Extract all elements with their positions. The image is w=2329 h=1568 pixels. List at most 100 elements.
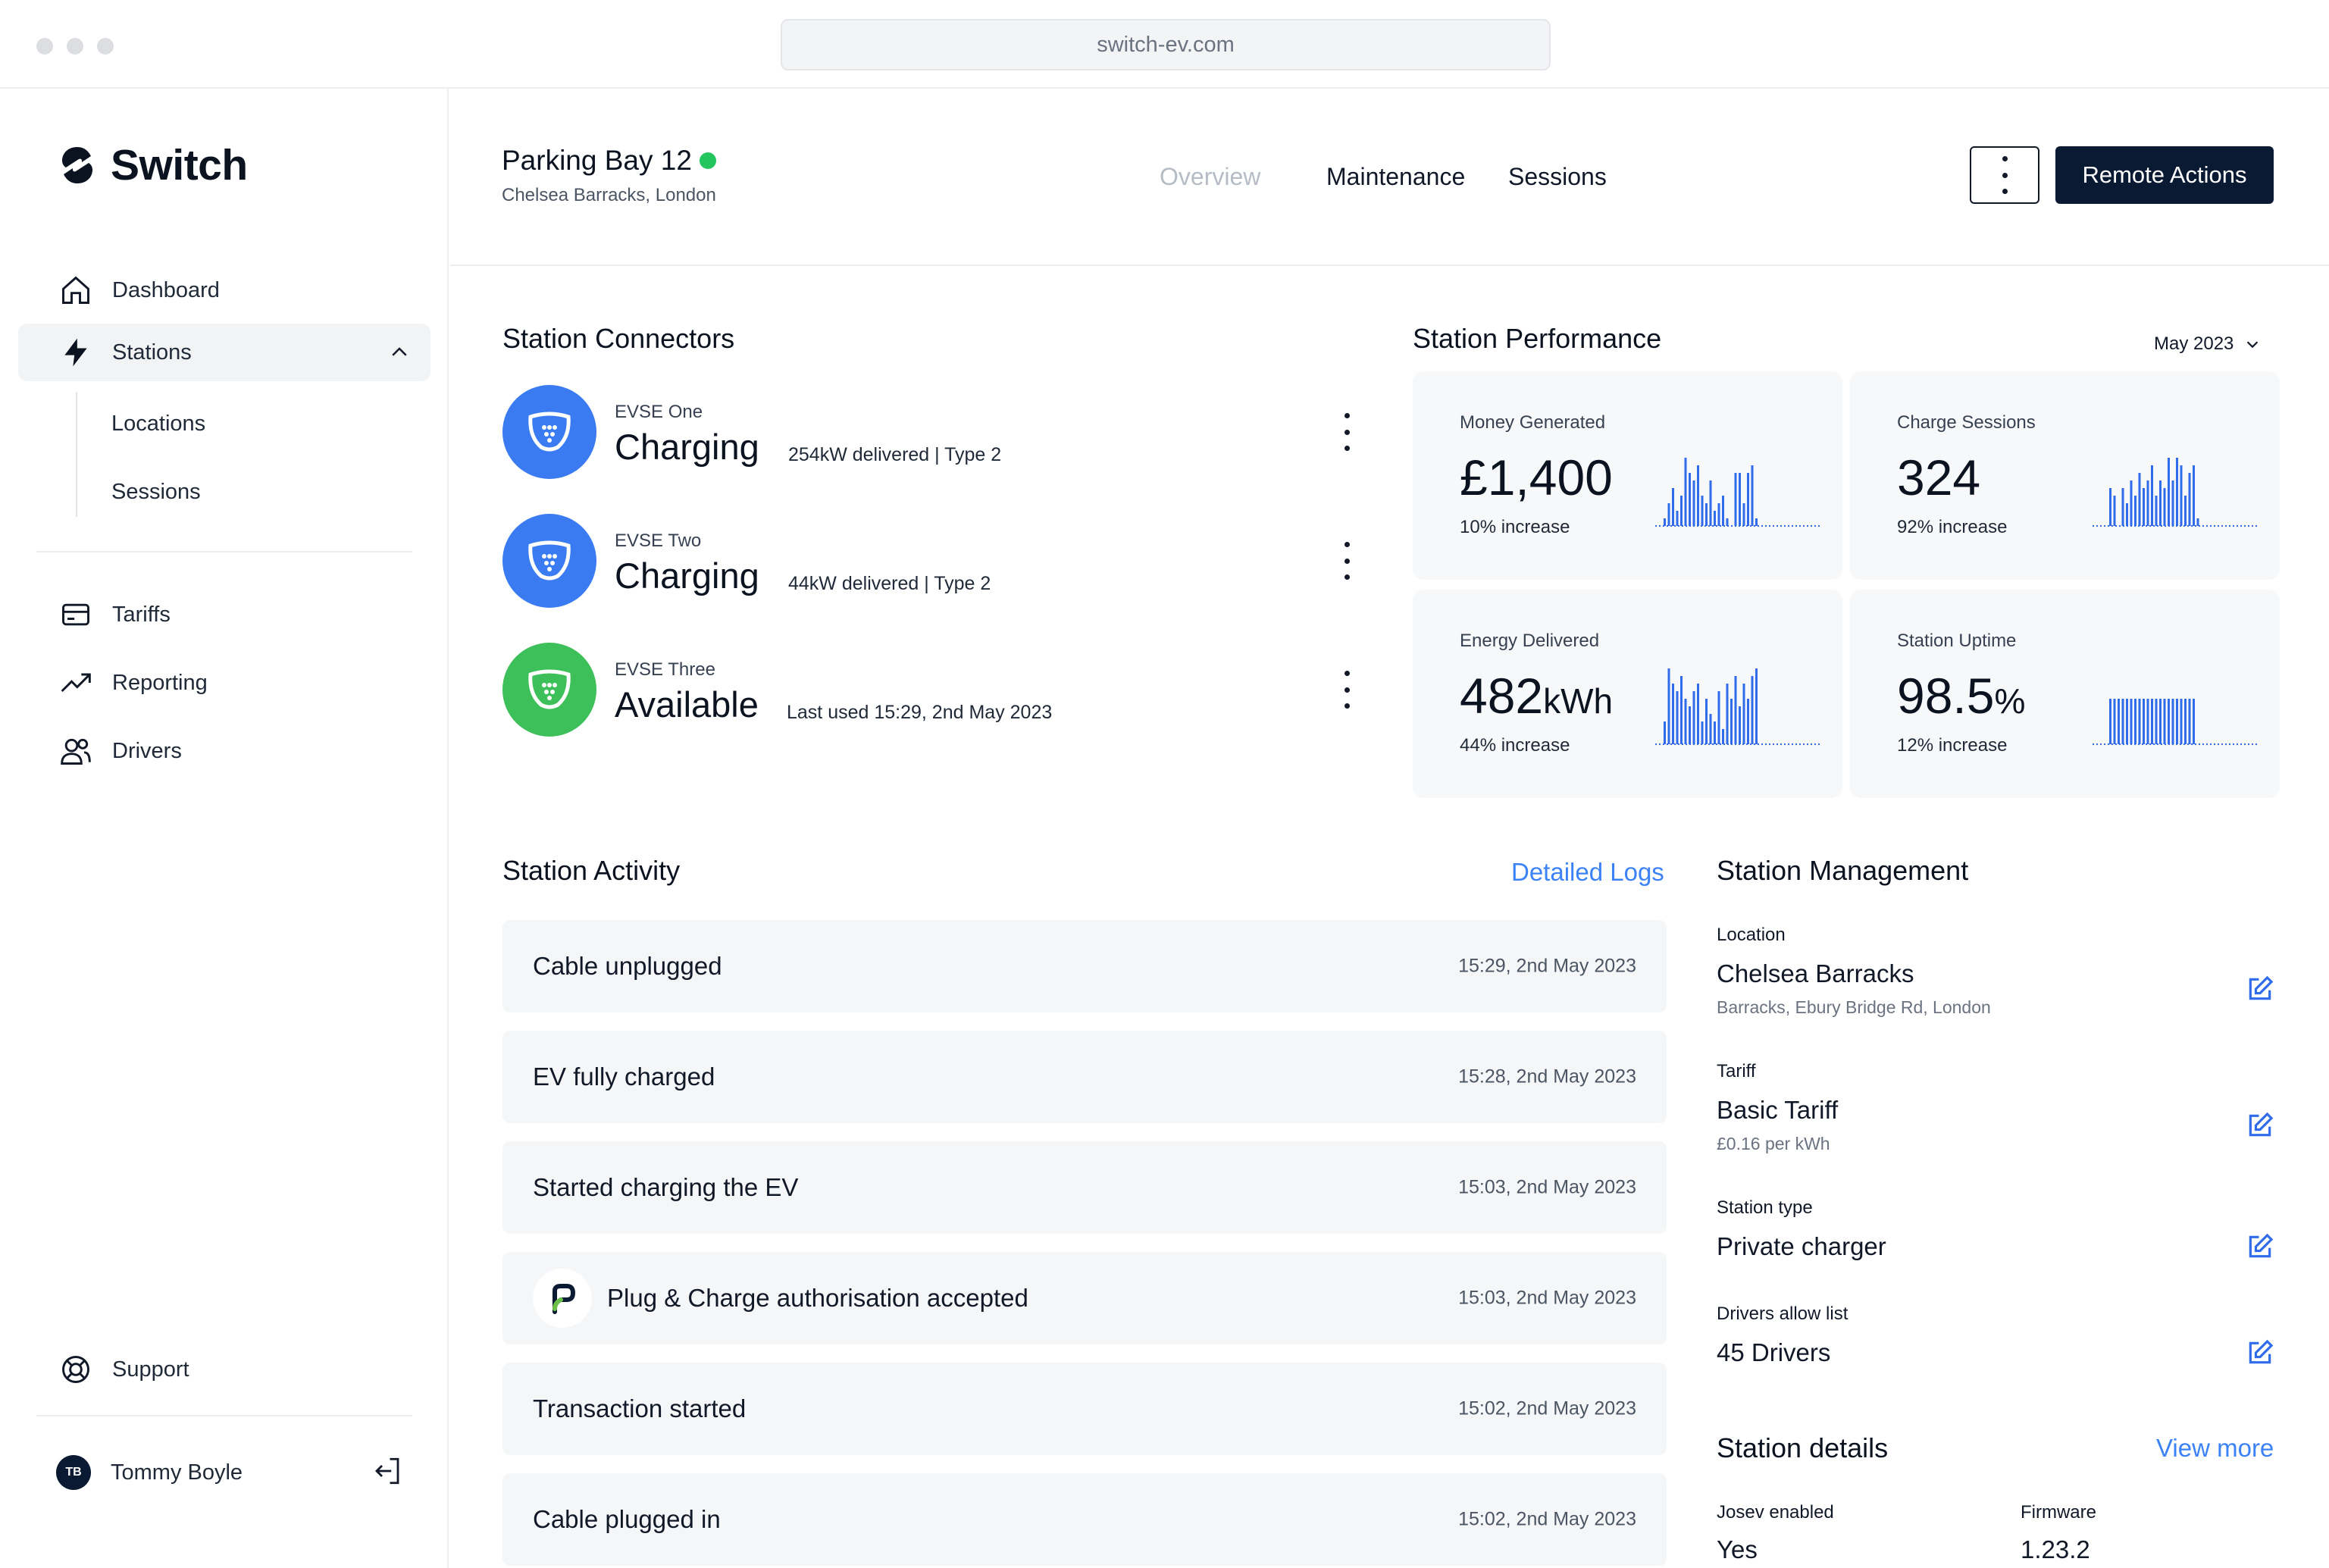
- sparkline-bar: [2193, 699, 2195, 744]
- activity-row[interactable]: Plug & Charge authorisation accepted 15:…: [502, 1252, 1667, 1344]
- perf-label: Charge Sessions: [1897, 412, 2036, 433]
- perf-value: 482kWh: [1460, 668, 1614, 724]
- sparkline-bar: [1734, 473, 1737, 526]
- station-address: Chelsea Barracks, London: [502, 185, 716, 205]
- url-text: switch-ev.com: [1097, 32, 1235, 57]
- sidebar-item-drivers[interactable]: Drivers: [18, 722, 430, 780]
- sparkline-bar: [1684, 699, 1687, 744]
- sidebar: Switch Dashboard Stations Locations Sess…: [0, 89, 449, 1568]
- sparkline-bar: [2121, 699, 2124, 744]
- tariff-label: Tariff: [1717, 1061, 1756, 1081]
- sparkline-bar: [2109, 699, 2111, 744]
- location-label: Location: [1717, 925, 1786, 945]
- support-label: Support: [112, 1357, 189, 1382]
- sparkline-bar: [1734, 676, 1737, 744]
- connector-meta: Last used 15:29, 2nd May 2023: [787, 702, 1053, 723]
- activity-time: 15:29, 2nd May 2023: [1458, 955, 1636, 977]
- tariff-price: £0.16 per kWh: [1717, 1134, 1830, 1153]
- tab-sessions[interactable]: Sessions: [1508, 163, 1607, 190]
- kebab-icon[interactable]: [1339, 671, 1354, 709]
- view-more-link[interactable]: View more: [2156, 1434, 2274, 1462]
- brand-name: Switch: [111, 141, 248, 189]
- sparkline-bar: [1664, 518, 1666, 526]
- window-minimize-dot[interactable]: [67, 38, 83, 55]
- edit-icon[interactable]: [2246, 1338, 2274, 1367]
- connector-state: Charging: [615, 556, 759, 596]
- sidebar-divider: [36, 551, 412, 552]
- edit-icon[interactable]: [2246, 975, 2274, 1003]
- activity-row[interactable]: EV fully charged 15:28, 2nd May 2023: [502, 1031, 1667, 1123]
- activity-row[interactable]: Cable unplugged 15:29, 2nd May 2023: [502, 920, 1667, 1012]
- tab-overview[interactable]: Overview: [1160, 163, 1261, 190]
- details-title: Station details: [1717, 1432, 1889, 1463]
- perf-label: Station Uptime: [1897, 631, 2017, 651]
- brand-logo[interactable]: Switch: [56, 140, 248, 190]
- sparkline-bar: [2138, 699, 2141, 744]
- sidebar-item-reporting[interactable]: Reporting: [18, 654, 430, 712]
- activity-row[interactable]: Cable plugged in 15:02, 2nd May 2023: [502, 1473, 1667, 1566]
- sparkline-bar: [2143, 699, 2145, 744]
- window-close-dot[interactable]: [36, 38, 53, 55]
- sparkline-bar: [2168, 458, 2170, 526]
- activity-row[interactable]: Started charging the EV 15:03, 2nd May 2…: [502, 1141, 1667, 1234]
- sparkline-bar: [1726, 518, 1729, 526]
- sparkline-bar: [2184, 699, 2187, 744]
- sparkline: [1655, 668, 1822, 745]
- sparkline: [2093, 699, 2259, 745]
- connector-name: EVSE One: [615, 402, 703, 422]
- sparkline-bar: [2146, 480, 2149, 526]
- kebab-icon[interactable]: [1339, 542, 1354, 580]
- sparkline-bar: [2163, 488, 2166, 526]
- sparkline-bar: [1676, 691, 1679, 744]
- user-name: Tommy Boyle: [111, 1460, 243, 1485]
- user-profile[interactable]: TB Tommy Boyle: [56, 1455, 243, 1490]
- sparkline-bar: [1747, 473, 1749, 526]
- tab-maintenance[interactable]: Maintenance: [1326, 163, 1466, 190]
- perf-label: Energy Delivered: [1460, 631, 1600, 651]
- connector-state: Charging: [615, 427, 759, 467]
- detailed-logs-link[interactable]: Detailed Logs: [1511, 858, 1664, 886]
- remote-actions-button[interactable]: Remote Actions: [2055, 146, 2274, 204]
- sparkline-bar: [1705, 503, 1708, 526]
- perf-card-uptime: Station Uptime 98.5% 12% increase: [1850, 590, 2280, 798]
- plug-and-charge-logo-icon: [533, 1269, 592, 1328]
- more-options-button[interactable]: [1970, 146, 2039, 204]
- perf-label: Money Generated: [1460, 412, 1606, 433]
- sparkline-bar: [1672, 488, 1674, 526]
- sparkline-bar: [2188, 699, 2191, 744]
- window-maximize-dot[interactable]: [97, 38, 114, 55]
- address-bar[interactable]: switch-ev.com: [781, 19, 1551, 70]
- sparkline-bar: [2180, 699, 2183, 744]
- connector-plug-icon: [502, 514, 596, 608]
- perf-value: 98.5%: [1897, 668, 2026, 724]
- sparkline-bar: [1739, 473, 1741, 526]
- sidebar-item-support[interactable]: Support: [18, 1341, 430, 1398]
- activity-text: Transaction started: [533, 1394, 747, 1422]
- sparkline-bar: [2126, 699, 2128, 744]
- kebab-icon[interactable]: [1339, 413, 1354, 451]
- submenu-line: [76, 392, 77, 517]
- edit-icon[interactable]: [2246, 1232, 2274, 1261]
- sidebar-subitem-locations[interactable]: Locations: [111, 412, 206, 436]
- activity-row[interactable]: Transaction started 15:02, 2nd May 2023: [502, 1363, 1667, 1455]
- sidebar-item-dashboard[interactable]: Dashboard: [18, 261, 430, 319]
- sidebar-item-stations[interactable]: Stations: [18, 324, 430, 381]
- edit-icon[interactable]: [2246, 1111, 2274, 1140]
- connector-state: Available: [615, 684, 759, 725]
- switch-logo-icon: [62, 147, 92, 183]
- sparkline-bar: [2109, 488, 2111, 526]
- month-select[interactable]: May 2023: [2154, 333, 2261, 355]
- sparkline-bar: [1730, 699, 1733, 744]
- sidebar-subitem-sessions[interactable]: Sessions: [111, 480, 201, 504]
- sparkline-bar: [2159, 699, 2162, 744]
- sparkline-bar: [2163, 699, 2166, 744]
- sparkline-bar: [1751, 676, 1754, 744]
- sparkline-bar: [1701, 721, 1704, 744]
- chevron-up-icon[interactable]: [388, 341, 411, 364]
- sparkline-bar: [1705, 699, 1708, 744]
- perf-value: 324: [1897, 449, 1981, 505]
- sparkline-bar: [1747, 699, 1749, 744]
- sparkline-bar: [1672, 684, 1674, 744]
- sidebar-item-tariffs[interactable]: Tariffs: [18, 586, 430, 643]
- logout-icon[interactable]: [371, 1455, 403, 1487]
